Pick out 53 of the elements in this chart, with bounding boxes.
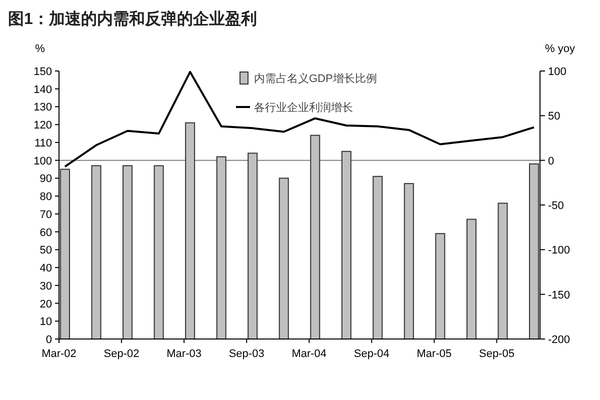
bar — [60, 168, 70, 340]
y2-tick-label: -100 — [548, 244, 570, 257]
bar — [91, 165, 102, 340]
bar — [466, 218, 476, 340]
y2-tick-label: -200 — [548, 334, 570, 346]
y-tick-label: 90 — [40, 173, 52, 186]
y-tick-label: 110 — [34, 137, 52, 150]
bar — [154, 165, 164, 340]
y-tick-label: 60 — [40, 226, 52, 239]
x-tick-label: Mar-05 — [416, 348, 452, 360]
y-tick-label: 0 — [46, 334, 52, 346]
y-tick-label: 70 — [40, 208, 52, 221]
y2-tick-label: -150 — [548, 289, 570, 302]
y-tick-label: 80 — [40, 191, 52, 204]
y-tick-label: 20 — [40, 298, 52, 310]
y-tick-label: 100 — [34, 155, 52, 168]
bar — [216, 156, 226, 340]
bar — [278, 178, 289, 340]
bar — [185, 122, 196, 340]
y-axis-title: % — [35, 43, 46, 55]
y2-axis-title: % yoy — [545, 43, 576, 55]
x-tick-label: Mar-02 — [42, 348, 76, 360]
legend-label: 各行业企业利润增长 — [254, 101, 353, 114]
bar — [341, 150, 352, 340]
y2-tick-label: 100 — [548, 66, 566, 78]
bar — [248, 152, 258, 340]
x-tick-label: Sep-04 — [354, 348, 390, 360]
bar — [529, 163, 539, 340]
chart-title: 图1：加速的内需和反弹的企业盈利 — [8, 10, 257, 28]
bar — [372, 176, 383, 340]
x-tick-label: Mar-03 — [166, 348, 202, 360]
x-tick-label: Sep-03 — [228, 348, 264, 360]
bar — [404, 183, 414, 340]
y-tick-label: 30 — [40, 280, 52, 292]
y-tick-label: 150 — [34, 66, 52, 78]
y-tick-label: 120 — [34, 120, 52, 132]
y-tick-label: 140 — [34, 84, 52, 96]
bar — [435, 233, 446, 340]
line-series — [64, 70, 535, 168]
y-tick-label: 40 — [40, 262, 52, 275]
legend-label: 内需占名义GDP增长比例 — [254, 72, 377, 85]
x-tick-label: Mar-04 — [292, 348, 327, 360]
bar — [310, 134, 320, 340]
y-tick-label: 130 — [34, 102, 52, 114]
x-tick-label: Sep-02 — [104, 348, 140, 360]
y2-tick-label: 0 — [548, 155, 554, 168]
y-tick-label: 50 — [40, 244, 52, 257]
bar — [498, 202, 508, 340]
x-tick-label: Sep-05 — [478, 348, 514, 360]
y2-tick-label: 50 — [548, 110, 560, 123]
y-tick-label: 10 — [40, 316, 52, 328]
bar — [122, 165, 133, 340]
y2-tick-label: -50 — [548, 200, 564, 212]
